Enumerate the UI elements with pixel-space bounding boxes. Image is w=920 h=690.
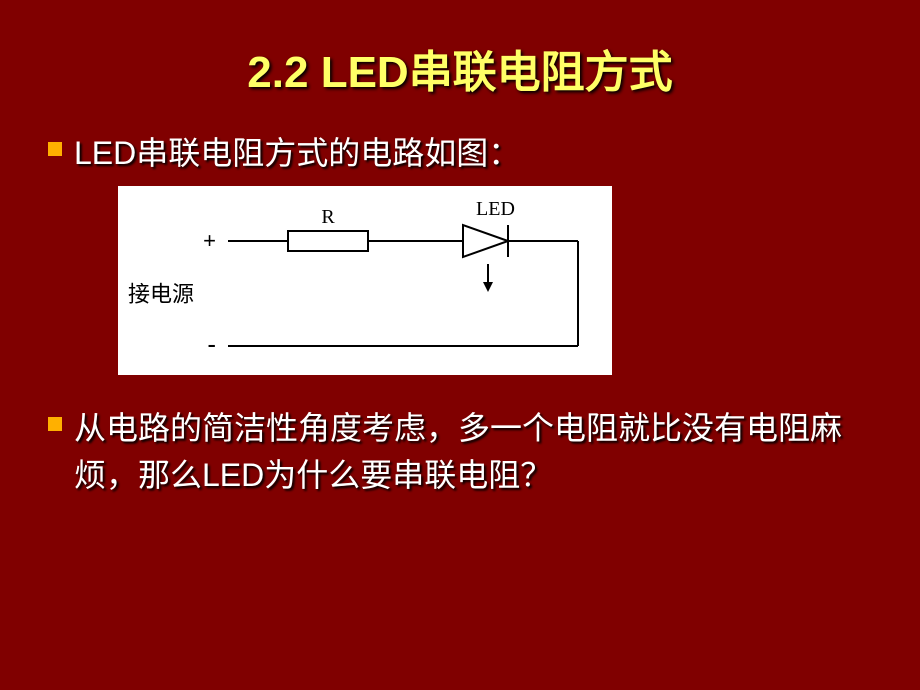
bullet-2-text: 从电路的简洁性角度考虑，多一个电阻就比没有电阻麻烦，那么LED为什么要串联电阻？ xyxy=(74,405,872,498)
circuit-svg: R LED + -接电源 xyxy=(118,186,612,375)
circuit-diagram: R LED + -接电源 xyxy=(118,186,872,375)
svg-text:-: - xyxy=(207,329,216,359)
bullet-marker-icon xyxy=(48,142,62,156)
bullet-2: 从电路的简洁性角度考虑，多一个电阻就比没有电阻麻烦，那么LED为什么要串联电阻？ xyxy=(48,405,872,498)
svg-text:+: + xyxy=(203,228,216,253)
circuit-diagram-box: R LED + -接电源 xyxy=(118,186,612,375)
slide-title: 2.2 LED串联电阻方式 xyxy=(48,36,872,100)
bullet-1-text: LED串联电阻方式的电路如图： xyxy=(74,130,520,176)
svg-text:LED: LED xyxy=(476,198,515,220)
svg-text:R: R xyxy=(321,206,335,228)
bullet-marker-icon xyxy=(48,417,62,431)
slide: 2.2 LED串联电阻方式 LED串联电阻方式的电路如图： RLED+-接电源 … xyxy=(0,0,920,690)
svg-text:接电源: 接电源 xyxy=(128,282,194,307)
bullet-1: LED串联电阻方式的电路如图： xyxy=(48,130,872,176)
